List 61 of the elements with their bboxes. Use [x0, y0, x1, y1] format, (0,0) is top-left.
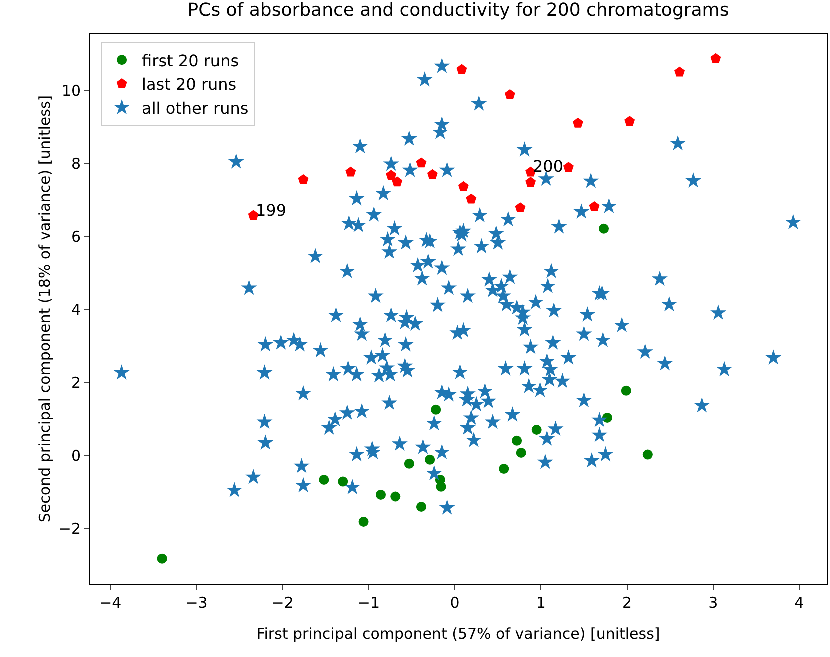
x-tick-label: −3	[186, 594, 208, 612]
y-tick-label: 10	[62, 82, 81, 100]
y-tick-label: 4	[71, 301, 81, 320]
y-tick-label: 0	[71, 447, 81, 466]
annotation: 200	[533, 157, 564, 176]
x-tick-label: 4	[794, 594, 804, 612]
point	[624, 116, 636, 126]
point	[515, 202, 526, 213]
point	[319, 474, 330, 485]
point	[416, 502, 426, 512]
point	[599, 224, 610, 234]
point	[298, 174, 309, 184]
point	[572, 118, 584, 128]
point	[338, 476, 348, 487]
point	[392, 176, 403, 187]
point	[512, 436, 522, 446]
point	[456, 64, 468, 74]
x-tick-label: 2	[622, 594, 632, 612]
point	[499, 464, 510, 474]
point	[427, 169, 438, 180]
x-tick-label: −4	[100, 594, 122, 612]
legend-label: last 20 runs	[142, 75, 237, 94]
point	[404, 458, 414, 469]
point	[346, 166, 356, 177]
point	[642, 450, 653, 460]
x-axis-title: First principal component (57% of variance) [unitless]	[256, 625, 660, 643]
point	[532, 424, 542, 435]
point	[376, 490, 386, 500]
point	[436, 482, 446, 492]
point	[526, 177, 536, 187]
point	[516, 448, 526, 458]
point	[563, 162, 574, 172]
point	[458, 181, 469, 192]
chart-title: PCs of absorbance and conductivity for 200 chromatograms	[188, 0, 730, 21]
x-tick-label: −2	[272, 594, 294, 612]
point	[621, 386, 632, 396]
x-tick-label: 3	[708, 594, 718, 612]
point	[157, 554, 168, 564]
y-tick-label: −2	[58, 520, 81, 538]
legend-label: all other runs	[142, 98, 249, 118]
legend-label: first 20 runs	[142, 51, 240, 70]
y-tick-label: 8	[71, 155, 81, 174]
point	[425, 454, 436, 465]
annotation: 199	[256, 201, 287, 220]
x-tick-label: 0	[450, 594, 460, 612]
point	[504, 89, 516, 100]
point	[431, 404, 442, 415]
y-tick-label: 2	[71, 374, 81, 392]
point	[589, 201, 600, 212]
point	[710, 53, 722, 64]
y-axis-title: Second principal component (18% of variance) [unitless]	[36, 95, 54, 523]
point	[248, 210, 259, 220]
point	[674, 66, 685, 77]
point	[386, 170, 397, 180]
point	[390, 492, 401, 502]
point	[466, 194, 477, 204]
x-tick-label: −1	[358, 594, 380, 612]
x-tick-label: 1	[536, 594, 546, 612]
point	[358, 516, 369, 527]
y-tick-label: 6	[71, 228, 81, 246]
point	[416, 158, 427, 168]
